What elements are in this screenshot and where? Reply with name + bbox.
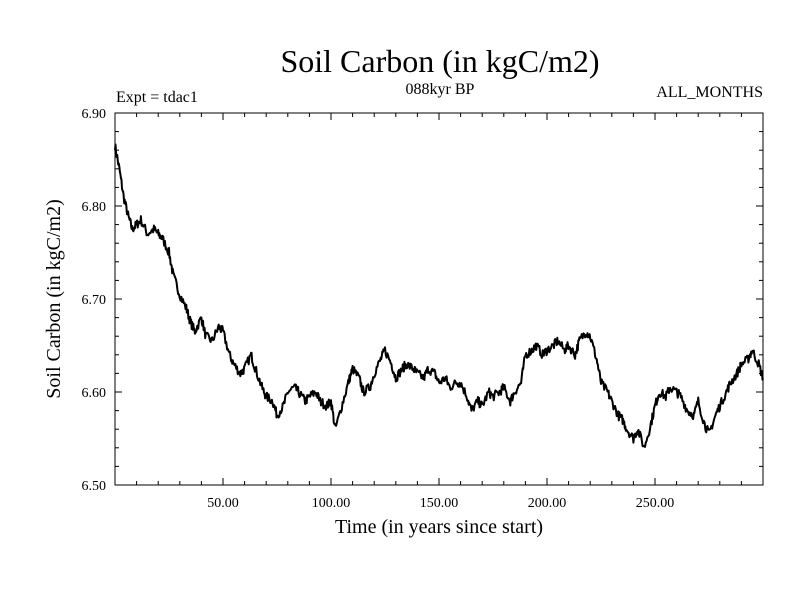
chart-title: Soil Carbon (in kgC/m2) (280, 43, 599, 79)
series-line-soil-carbon (114, 143, 764, 448)
experiment-label: Expt = tdac1 (116, 89, 198, 106)
y-tick-label: 6.70 (82, 293, 107, 308)
chart-subtitle: 088kyr BP (406, 81, 475, 98)
x-axis-label: Time (in years since start) (335, 516, 543, 538)
x-tick-label: 200.00 (528, 496, 567, 511)
months-label: ALL_MONTHS (656, 84, 763, 101)
y-axis-ticks: 6.50 6.60 6.70 6.80 6.90 (82, 107, 763, 494)
y-tick-label: 6.90 (82, 107, 107, 122)
y-tick-label: 6.60 (82, 386, 107, 401)
x-tick-label: 150.00 (420, 496, 459, 511)
plot-frame (114, 112, 764, 486)
y-tick-label: 6.80 (82, 200, 107, 215)
x-tick-label: 50.00 (207, 496, 239, 511)
x-axis-ticks: 50.00 100.00 150.00 200.00 250.00 (114, 113, 764, 511)
x-tick-label: 250.00 (636, 496, 675, 511)
y-tick-label: 6.50 (82, 479, 107, 494)
x-tick-label: 100.00 (312, 496, 351, 511)
y-axis-label: Soil Carbon (in kgC/m2) (43, 199, 65, 398)
